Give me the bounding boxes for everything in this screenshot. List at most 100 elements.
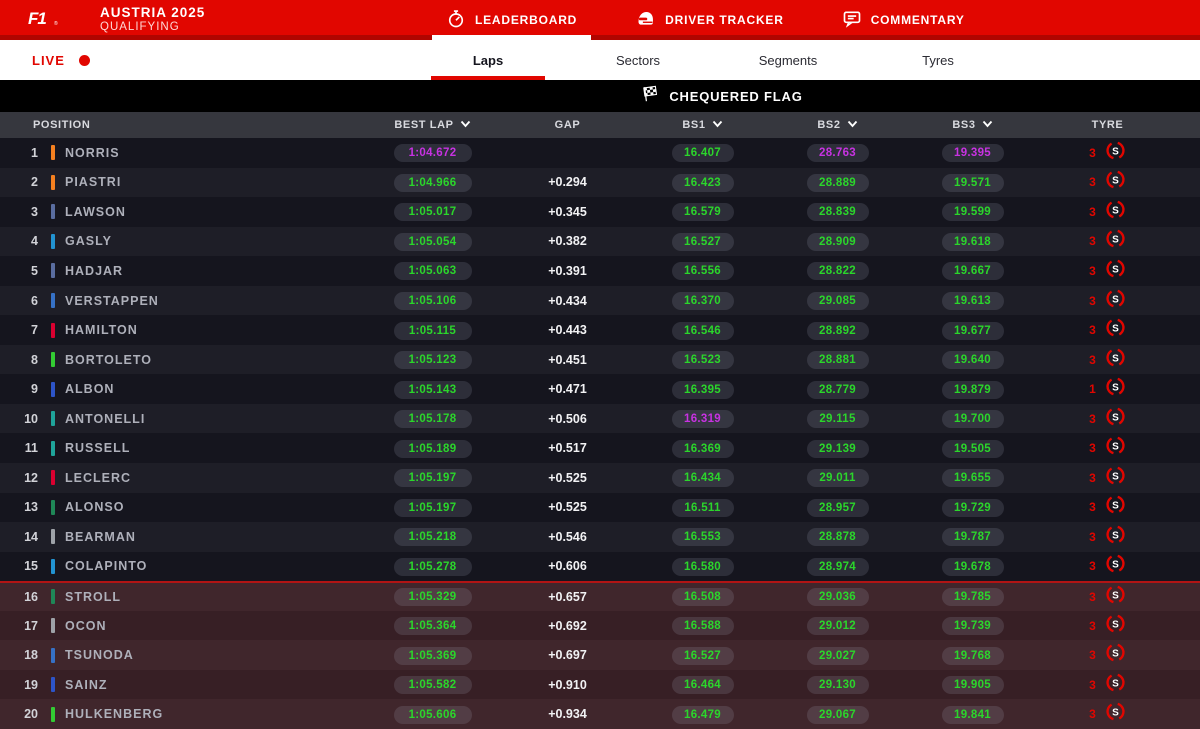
tab-commentary[interactable]: COMMENTARY: [836, 0, 971, 40]
table-row[interactable]: 18 TSUNODA 1:05.369 +0.697 16.527 29.027…: [0, 640, 1200, 670]
tyre-lap-count: 3: [1089, 204, 1096, 219]
table-row[interactable]: 17 OCON 1:05.364 +0.692 16.588 29.012 19…: [0, 610, 1200, 641]
leaderboard-rows: 1 NORRIS 1:04.672 16.407 28.763 19.395 3…: [0, 138, 1200, 729]
gap-value: +0.506: [548, 411, 587, 426]
tyre-lap-count: 3: [1089, 470, 1096, 485]
tyre-lap-count: 3: [1089, 234, 1096, 249]
soft-tyre-icon: S: [1105, 169, 1126, 195]
best-lap-pill: 1:05.115: [393, 321, 472, 340]
table-row[interactable]: 16 STROLL 1:05.329 +0.657 16.508 29.036 …: [0, 581, 1200, 611]
bs2-pill: 28.889: [806, 173, 869, 192]
gap-value: +0.697: [548, 648, 587, 663]
bs1-pill: 16.407: [671, 144, 734, 163]
bs1-pill: 16.523: [671, 351, 734, 370]
app-header: F1 ® AUSTRIA 2025 QUALIFYING: [0, 0, 1200, 40]
column-header-bs1[interactable]: BS1: [635, 119, 770, 131]
bs3-pill: 19.655: [941, 469, 1004, 488]
position-number: 15: [24, 559, 38, 574]
tab-laps[interactable]: Laps: [413, 40, 563, 80]
table-row[interactable]: 3 LAWSON 1:05.017 +0.345 16.579 28.839 1…: [0, 197, 1200, 227]
bs2-pill: 28.763: [806, 144, 869, 163]
team-color-bar: [50, 204, 55, 220]
bs2-pill: 28.878: [806, 528, 869, 547]
bs1-pill: 16.553: [671, 528, 734, 547]
team-color-bar: [50, 381, 55, 397]
bs3-pill: 19.613: [941, 292, 1004, 310]
best-lap-pill: 1:05.197: [393, 469, 472, 488]
tyre-lap-count: 3: [1089, 441, 1096, 456]
event-title: AUSTRIA 2025: [100, 5, 206, 21]
bs1-pill: 16.464: [671, 676, 734, 695]
bs1-pill: 16.588: [671, 617, 734, 636]
position-number: 13: [24, 500, 38, 515]
table-row[interactable]: 8 BORTOLETO 1:05.123 +0.451 16.523 28.88…: [0, 344, 1200, 375]
column-header-bs3[interactable]: BS3: [905, 119, 1040, 131]
table-row[interactable]: 5 HADJAR 1:05.063 +0.391 16.556 28.822 1…: [0, 256, 1200, 286]
column-header-bs2[interactable]: BS2: [770, 119, 905, 131]
table-row[interactable]: 11 RUSSELL 1:05.189 +0.517 16.369 29.139…: [0, 433, 1200, 464]
soft-tyre-icon: S: [1105, 376, 1126, 402]
team-color-bar: [50, 706, 55, 722]
svg-text:S: S: [1112, 707, 1119, 718]
team-color-bar: [50, 470, 55, 486]
bs2-pill: 28.822: [806, 262, 869, 281]
best-lap-pill: 1:05.218: [393, 528, 472, 547]
best-lap-pill: 1:05.189: [393, 439, 472, 458]
tyre-lap-count: 3: [1089, 175, 1096, 190]
table-row[interactable]: 2 PIASTRI 1:04.966 +0.294 16.423 28.889 …: [0, 167, 1200, 198]
gap-value: +0.294: [548, 175, 587, 190]
best-lap-pill: 1:05.582: [393, 676, 472, 695]
driver-name: STROLL: [65, 589, 121, 604]
bs3-pill: 19.677: [941, 321, 1004, 340]
svg-text:S: S: [1112, 235, 1119, 246]
tab-leaderboard[interactable]: LEADERBOARD: [431, 0, 592, 40]
tyre-lap-count: 3: [1089, 618, 1096, 633]
bs2-pill: 29.115: [806, 410, 869, 429]
svg-text:S: S: [1112, 442, 1119, 453]
table-row[interactable]: 9 ALBON 1:05.143 +0.471 16.395 28.779 19…: [0, 374, 1200, 404]
tyre-lap-count: 3: [1089, 145, 1096, 160]
driver-name: LECLERC: [65, 470, 132, 485]
position-number: 11: [24, 441, 38, 456]
sort-chevron-icon: [460, 119, 471, 131]
column-header-tyre: TYRE: [1091, 119, 1124, 131]
best-lap-pill: 1:05.369: [393, 646, 472, 665]
table-row[interactable]: 20 HULKENBERG 1:05.606 +0.934 16.479 29.…: [0, 699, 1200, 729]
soft-tyre-icon: S: [1105, 494, 1126, 520]
gap-value: +0.517: [548, 441, 587, 456]
driver-name: COLAPINTO: [65, 559, 148, 574]
table-row[interactable]: 6 VERSTAPPEN 1:05.106 +0.434 16.370 29.0…: [0, 285, 1200, 316]
table-row[interactable]: 10 ANTONELLI 1:05.178 +0.506 16.319 29.1…: [0, 403, 1200, 434]
position-number: 18: [24, 648, 38, 663]
table-row[interactable]: 12 LECLERC 1:05.197 +0.525 16.434 29.011…: [0, 463, 1200, 493]
svg-text:®: ®: [54, 20, 58, 26]
table-row[interactable]: 15 COLAPINTO 1:05.278 +0.606 16.580 28.9…: [0, 551, 1200, 582]
tyre-lap-count: 3: [1089, 293, 1096, 308]
table-row[interactable]: 13 ALONSO 1:05.197 +0.525 16.511 28.957 …: [0, 492, 1200, 523]
position-number: 3: [31, 204, 38, 219]
tab-sectors[interactable]: Sectors: [563, 40, 713, 80]
gap-value: +0.692: [548, 618, 587, 633]
bs1-pill: 16.527: [671, 646, 734, 665]
gap-value: +0.391: [548, 263, 587, 278]
team-color-bar: [50, 618, 55, 634]
column-header-best-lap[interactable]: BEST LAP: [365, 119, 500, 131]
best-lap-pill: 1:05.143: [393, 380, 472, 399]
table-row[interactable]: 1 NORRIS 1:04.672 16.407 28.763 19.395 3…: [0, 138, 1200, 168]
table-row[interactable]: 7 HAMILTON 1:05.115 +0.443 16.546 28.892…: [0, 315, 1200, 345]
position-number: 1: [31, 145, 38, 160]
bs3-pill: 19.618: [941, 232, 1004, 251]
table-row[interactable]: 19 SAINZ 1:05.582 +0.910 16.464 29.130 1…: [0, 669, 1200, 700]
tab-driver-tracker[interactable]: DRIVER TRACKER: [629, 0, 790, 40]
tab-tyres[interactable]: Tyres: [863, 40, 1013, 80]
tab-segments[interactable]: Segments: [713, 40, 863, 80]
gap-value: +0.345: [548, 204, 587, 219]
bs3-pill: 19.879: [941, 380, 1004, 399]
stopwatch-icon: [446, 9, 466, 32]
table-row[interactable]: 14 BEARMAN 1:05.218 +0.546 16.553 28.878…: [0, 522, 1200, 552]
bs3-pill: 19.667: [941, 262, 1004, 281]
bs1-pill: 16.434: [671, 469, 734, 488]
table-row[interactable]: 4 GASLY 1:05.054 +0.382 16.527 28.909 19…: [0, 226, 1200, 257]
driver-name: GASLY: [65, 234, 112, 249]
